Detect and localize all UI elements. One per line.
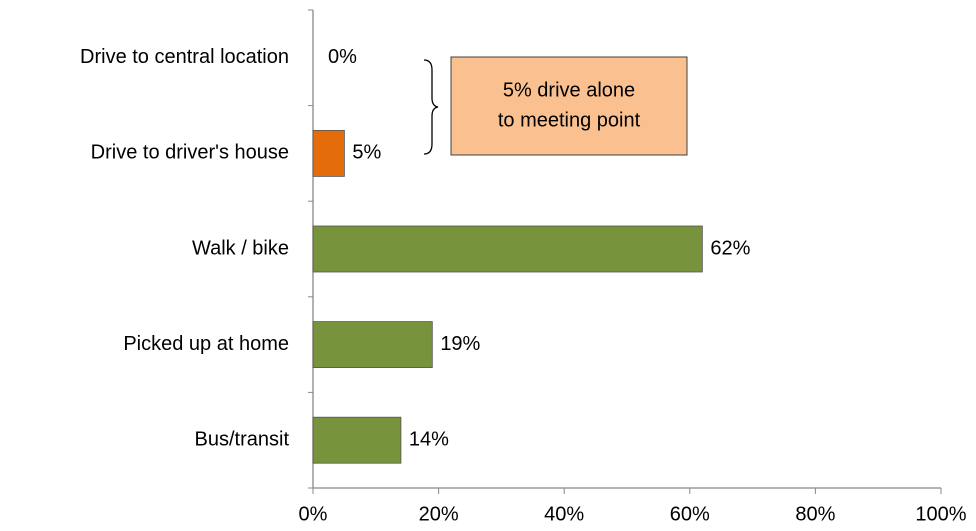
- value-label: 19%: [440, 333, 480, 355]
- annotation-line: 5% drive alone: [503, 79, 635, 101]
- bar: [312, 129, 345, 177]
- value-label: 14%: [409, 428, 449, 450]
- bar: [312, 416, 402, 464]
- category-label: Drive to central location: [80, 46, 289, 68]
- x-tick-label: 80%: [795, 503, 835, 525]
- value-label: 5%: [352, 142, 381, 164]
- x-tick-label: 0%: [299, 503, 328, 525]
- category-label: Walk / bike: [192, 237, 289, 259]
- x-tick-label: 40%: [544, 503, 584, 525]
- value-label: 0%: [328, 46, 357, 68]
- x-tick-label: 100%: [915, 503, 966, 525]
- category-label: Drive to driver's house: [91, 142, 289, 164]
- category-label: Picked up at home: [123, 333, 289, 355]
- brace: [423, 59, 439, 155]
- annotation-line: to meeting point: [498, 109, 641, 131]
- bar: [312, 225, 703, 273]
- annotation-box: [450, 56, 688, 156]
- x-tick-label: 60%: [670, 503, 710, 525]
- bar: [312, 321, 433, 369]
- category-label: Bus/transit: [195, 428, 290, 450]
- x-tick-label: 20%: [419, 503, 459, 525]
- value-label: 62%: [710, 237, 750, 259]
